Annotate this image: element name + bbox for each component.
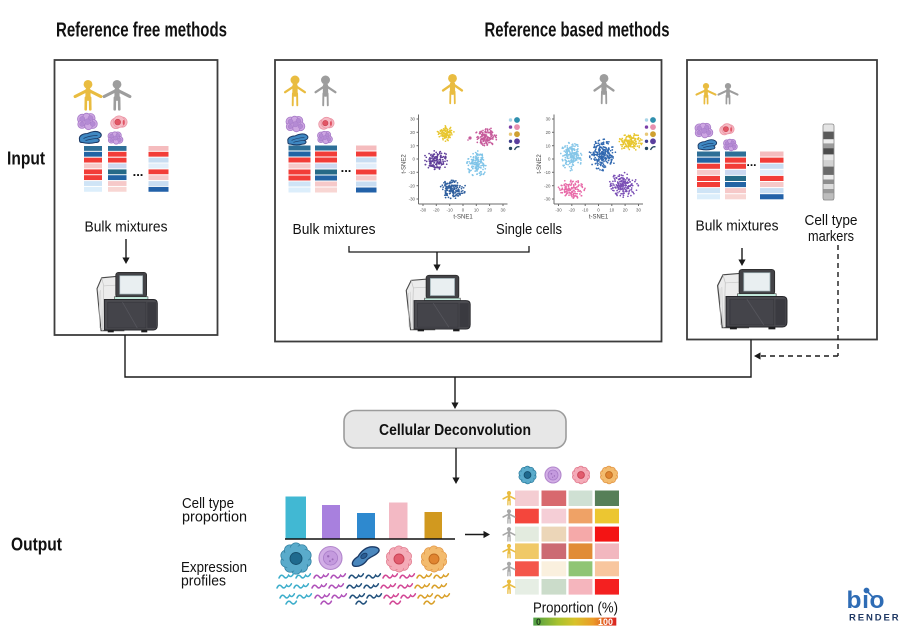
svg-text:RENDER: RENDER (849, 613, 900, 624)
svg-text:...: ... (133, 164, 144, 179)
svg-text:Output: Output (11, 535, 62, 555)
svg-text:-30: -30 (544, 197, 551, 202)
svg-text:Single cells: Single cells (496, 221, 562, 238)
svg-text:Cellular Deconvolution: Cellular Deconvolution (379, 422, 531, 439)
svg-text:Proportion (%): Proportion (%) (533, 600, 618, 617)
svg-text:0: 0 (597, 208, 600, 213)
svg-text:proportion: proportion (182, 509, 247, 526)
svg-text:markers: markers (808, 228, 854, 245)
svg-text:t-SNE2: t-SNE2 (537, 154, 543, 174)
svg-text:100: 100 (598, 617, 613, 627)
svg-text:...: ... (341, 160, 352, 175)
svg-text:30: 30 (410, 117, 415, 122)
svg-text:10: 10 (546, 143, 551, 148)
svg-text:-10: -10 (544, 170, 551, 175)
svg-text:0: 0 (536, 617, 541, 627)
svg-text:30: 30 (636, 208, 641, 213)
svg-text:-10: -10 (446, 208, 453, 213)
svg-text:t-SNE1: t-SNE1 (453, 215, 473, 221)
svg-text:Expression: Expression (181, 559, 247, 576)
svg-text:0: 0 (462, 208, 465, 213)
svg-text:20: 20 (623, 208, 628, 213)
svg-text:Bulk mixtures: Bulk mixtures (293, 221, 376, 238)
svg-text:-30: -30 (409, 197, 416, 202)
svg-text:0: 0 (413, 157, 416, 162)
svg-text:...: ... (746, 155, 756, 169)
svg-text:Bulk mixtures: Bulk mixtures (85, 219, 168, 236)
svg-text:10: 10 (609, 208, 614, 213)
svg-text:Cell type: Cell type (805, 212, 858, 229)
svg-text:10: 10 (410, 143, 415, 148)
svg-text:-20: -20 (569, 208, 576, 213)
svg-text:profiles: profiles (181, 573, 226, 590)
svg-text:-20: -20 (409, 183, 416, 188)
svg-text:Cell type: Cell type (182, 495, 234, 512)
svg-text:30: 30 (501, 208, 506, 213)
svg-text:-20: -20 (544, 183, 551, 188)
svg-text:Input: Input (7, 149, 45, 169)
svg-text:20: 20 (410, 130, 415, 135)
svg-text:20: 20 (546, 130, 551, 135)
svg-text:Reference based methods: Reference based methods (485, 20, 670, 42)
svg-text:10: 10 (474, 208, 479, 213)
svg-text:-30: -30 (420, 208, 427, 213)
svg-text:30: 30 (546, 117, 551, 122)
svg-text:0: 0 (548, 157, 551, 162)
svg-text:-10: -10 (409, 170, 416, 175)
svg-text:-20: -20 (433, 208, 440, 213)
svg-text:Reference free methods: Reference free methods (56, 20, 227, 42)
svg-text:-10: -10 (582, 208, 589, 213)
svg-text:t-SNE1: t-SNE1 (589, 215, 609, 221)
svg-text:Bulk mixtures: Bulk mixtures (696, 218, 779, 235)
svg-text:-30: -30 (555, 208, 562, 213)
svg-text:t-SNE2: t-SNE2 (402, 154, 408, 174)
svg-text:20: 20 (487, 208, 492, 213)
